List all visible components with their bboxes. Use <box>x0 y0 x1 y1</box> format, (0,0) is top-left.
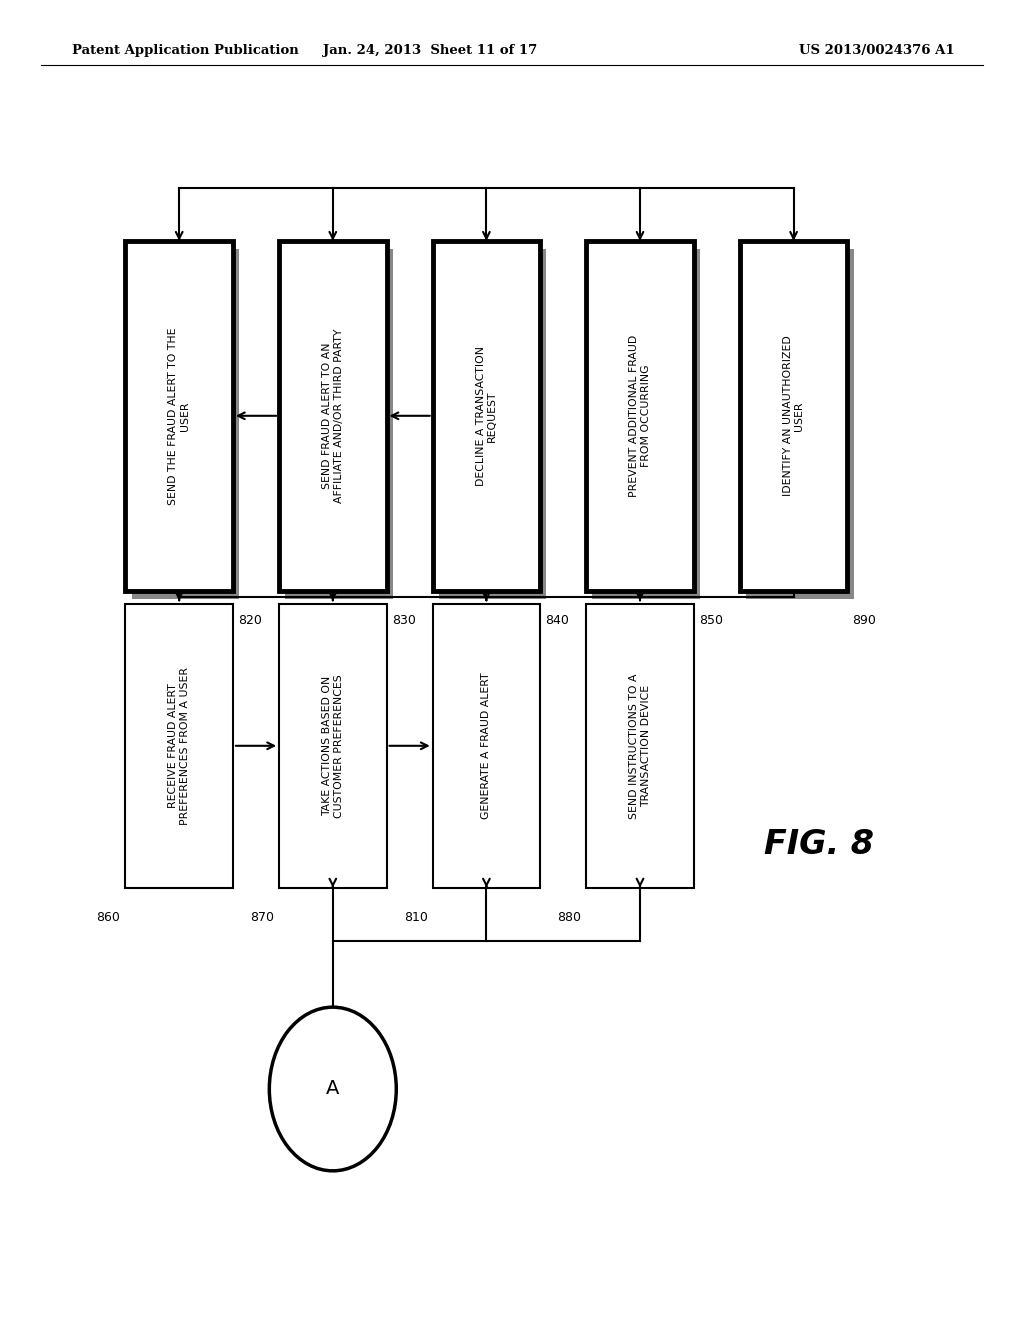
Text: IDENTIFY AN UNAUTHORIZED
USER: IDENTIFY AN UNAUTHORIZED USER <box>782 335 805 496</box>
Text: Jan. 24, 2013  Sheet 11 of 17: Jan. 24, 2013 Sheet 11 of 17 <box>323 44 538 57</box>
Bar <box>125 242 232 591</box>
Text: 840: 840 <box>545 615 569 627</box>
Bar <box>432 242 541 591</box>
Text: 880: 880 <box>557 911 582 924</box>
Text: US 2013/0024376 A1: US 2013/0024376 A1 <box>799 44 954 57</box>
Text: SEND FRAUD ALERT TO AN
AFFILIATE AND/OR THIRD PARTY: SEND FRAUD ALERT TO AN AFFILIATE AND/OR … <box>322 329 344 503</box>
Bar <box>586 242 694 591</box>
Bar <box>279 242 387 591</box>
Bar <box>438 248 547 599</box>
Text: 830: 830 <box>391 615 416 627</box>
Text: 850: 850 <box>698 615 723 627</box>
Text: SEND INSTRUCTIONS TO A
TRANSACTION DEVICE: SEND INSTRUCTIONS TO A TRANSACTION DEVIC… <box>629 673 651 818</box>
Text: SEND THE FRAUD ALERT TO THE
USER: SEND THE FRAUD ALERT TO THE USER <box>168 327 190 504</box>
Circle shape <box>269 1007 396 1171</box>
Bar <box>739 242 848 591</box>
Bar <box>125 605 232 887</box>
Text: 870: 870 <box>250 911 274 924</box>
Text: 810: 810 <box>403 911 428 924</box>
Text: FIG. 8: FIG. 8 <box>764 829 874 862</box>
Text: GENERATE A FRAUD ALERT: GENERATE A FRAUD ALERT <box>481 672 492 820</box>
Bar <box>745 248 854 599</box>
Bar <box>586 605 694 887</box>
Text: 820: 820 <box>238 615 262 627</box>
Bar <box>285 248 393 599</box>
Text: TAKE ACTIONS BASED ON
CUSTOMER PREFERENCES: TAKE ACTIONS BASED ON CUSTOMER PREFERENC… <box>322 675 344 817</box>
Bar <box>125 242 232 591</box>
Bar <box>586 242 694 591</box>
Text: DECLINE A TRANSACTION
REQUEST: DECLINE A TRANSACTION REQUEST <box>475 346 498 486</box>
Text: PREVENT ADDITIONAL FRAUD
FROM OCCURRING: PREVENT ADDITIONAL FRAUD FROM OCCURRING <box>629 335 651 496</box>
Bar <box>131 248 239 599</box>
Bar <box>279 605 387 887</box>
Bar <box>739 242 848 591</box>
Bar <box>432 605 541 887</box>
Text: Patent Application Publication: Patent Application Publication <box>72 44 298 57</box>
Text: A: A <box>326 1080 340 1098</box>
Text: 890: 890 <box>852 615 877 627</box>
Text: RECEIVE FRAUD ALERT
PREFERENCES FROM A USER: RECEIVE FRAUD ALERT PREFERENCES FROM A U… <box>168 667 190 825</box>
Bar <box>279 242 387 591</box>
Text: 860: 860 <box>96 911 121 924</box>
Bar <box>432 242 541 591</box>
Bar <box>592 248 700 599</box>
